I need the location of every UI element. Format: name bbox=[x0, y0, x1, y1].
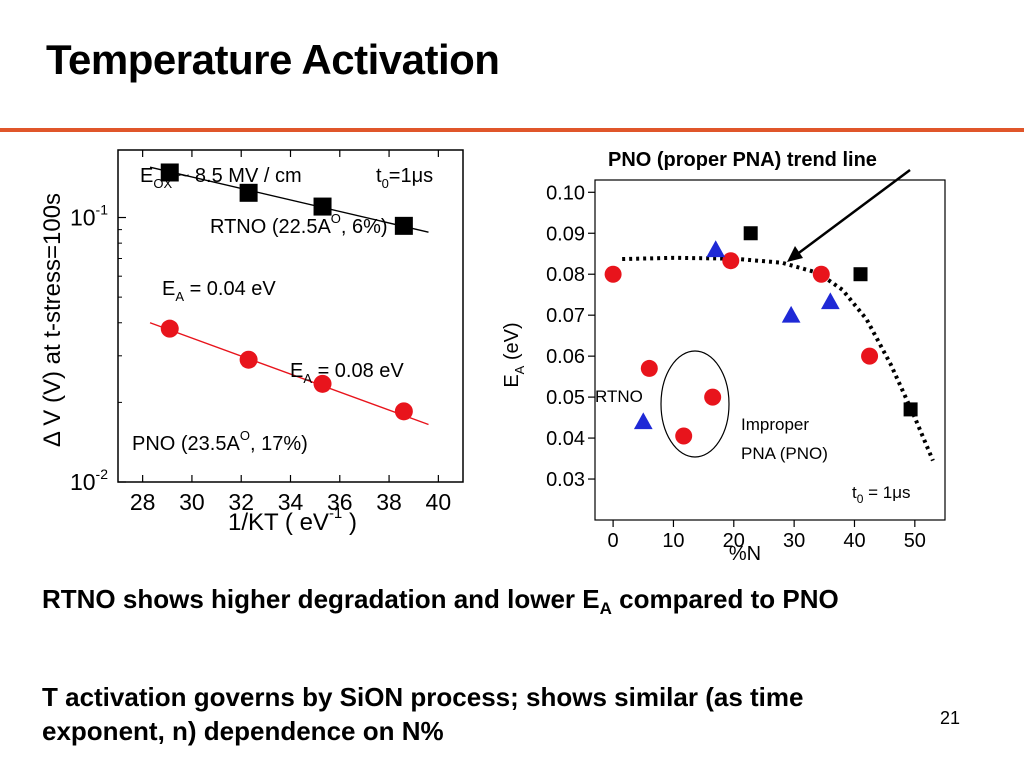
rtno-ea-label: EA = 0.04 eV bbox=[162, 278, 276, 304]
x-tick-label: 28 bbox=[130, 489, 156, 515]
trend-line bbox=[622, 255, 935, 462]
data-point bbox=[861, 347, 879, 365]
y-tick-label: 0.07 bbox=[546, 305, 585, 327]
x-tick-label: 0 bbox=[608, 530, 619, 552]
y-tick-label: 0.05 bbox=[546, 387, 585, 409]
y-tick-label: 0.04 bbox=[546, 428, 585, 450]
y-tick-label: 0.10 bbox=[546, 182, 585, 204]
x-tick-label: 40 bbox=[426, 489, 452, 515]
data-point bbox=[239, 183, 258, 202]
y-axis-label: Δ V (V) at t-stress=100s bbox=[39, 193, 66, 447]
data-point bbox=[812, 265, 830, 283]
data-point bbox=[394, 402, 413, 421]
x-tick-label: 32 bbox=[228, 489, 254, 515]
data-point bbox=[706, 240, 726, 258]
improper-label-1: Improper bbox=[741, 415, 809, 434]
data-point bbox=[633, 412, 653, 430]
x-tick-label: 40 bbox=[843, 530, 865, 552]
data-point bbox=[820, 292, 840, 310]
x-tick-label: 10 bbox=[662, 530, 684, 552]
activation-chart: 28 30 32 34 36 38 40 10-1 10-2 1/KT ( eV-1 ) Δ … bbox=[39, 149, 464, 536]
y-tick-label: 10-1 bbox=[70, 202, 108, 231]
x-axis-label: 1/KT ( eV-1 ) bbox=[228, 505, 357, 536]
trend-line-label: PNO (proper PNA) trend line bbox=[608, 149, 877, 171]
trend-arrow-head bbox=[787, 246, 803, 262]
data-point bbox=[394, 216, 413, 235]
title-divider bbox=[0, 128, 1024, 132]
pno-series-label: PNO (23.5AO, 17%) bbox=[132, 428, 308, 455]
y-tick-label: 0.08 bbox=[546, 264, 585, 286]
page-number: 21 bbox=[940, 708, 961, 728]
data-point bbox=[675, 427, 693, 445]
data-point bbox=[640, 359, 658, 377]
y-tick-label: 0.06 bbox=[546, 346, 585, 368]
x-tick-label: 50 bbox=[904, 530, 926, 552]
rtno-label: RTNO bbox=[595, 387, 643, 406]
conclusion-bullet-1: RTNO shows higher degradation and lower … bbox=[42, 584, 839, 619]
data-point bbox=[781, 305, 801, 323]
pno-ea-label: EA = 0.08 eV bbox=[290, 360, 404, 386]
x-axis-label: %N bbox=[729, 543, 761, 565]
conclusion-bullet-2: T activation governs by SiON process; sh… bbox=[42, 682, 804, 746]
t0-label: t0 = 1μs bbox=[852, 483, 911, 506]
data-point bbox=[160, 163, 179, 182]
data-point bbox=[853, 267, 868, 282]
y-axis-label: EA (eV) bbox=[501, 322, 527, 387]
y-tick-label: 0.09 bbox=[546, 223, 585, 245]
data-point bbox=[160, 319, 179, 338]
oxide-field-label: EOX ~ 8.5 MV / cm bbox=[140, 165, 302, 191]
fit-line bbox=[149, 322, 429, 426]
data-point bbox=[704, 388, 722, 406]
data-point bbox=[903, 402, 918, 417]
x-tick-label: 30 bbox=[179, 489, 205, 515]
data-point bbox=[239, 350, 258, 369]
x-tick-label: 38 bbox=[376, 489, 402, 515]
y-tick-label: 0.03 bbox=[546, 469, 585, 491]
fit-line bbox=[149, 166, 429, 233]
rtno-series-label: RTNO (22.5AO, 6%) bbox=[210, 211, 388, 238]
t0-label: t0=1μs bbox=[376, 165, 433, 191]
trend-arrow bbox=[791, 168, 911, 260]
slide-title: Temperature Activation bbox=[46, 36, 500, 83]
data-point bbox=[313, 374, 332, 393]
ea-vs-nitrogen-chart: 0 10 20 30 40 50 0.03 0.04 0.05 0.06 0.07 0.08 0.09… bbox=[501, 149, 946, 565]
y-tick-label: 10-2 bbox=[70, 466, 108, 495]
x-tick-label: 30 bbox=[783, 530, 805, 552]
data-point bbox=[743, 226, 758, 241]
plot-frame bbox=[594, 179, 946, 521]
improper-label-2: PNA (PNO) bbox=[741, 444, 828, 463]
data-point bbox=[722, 252, 740, 270]
x-tick-label: 20 bbox=[723, 530, 745, 552]
data-point bbox=[604, 265, 622, 283]
improper-pna-ellipse bbox=[660, 350, 730, 458]
x-tick-label: 34 bbox=[278, 489, 304, 515]
data-point bbox=[313, 197, 332, 216]
x-tick-label: 36 bbox=[327, 489, 353, 515]
